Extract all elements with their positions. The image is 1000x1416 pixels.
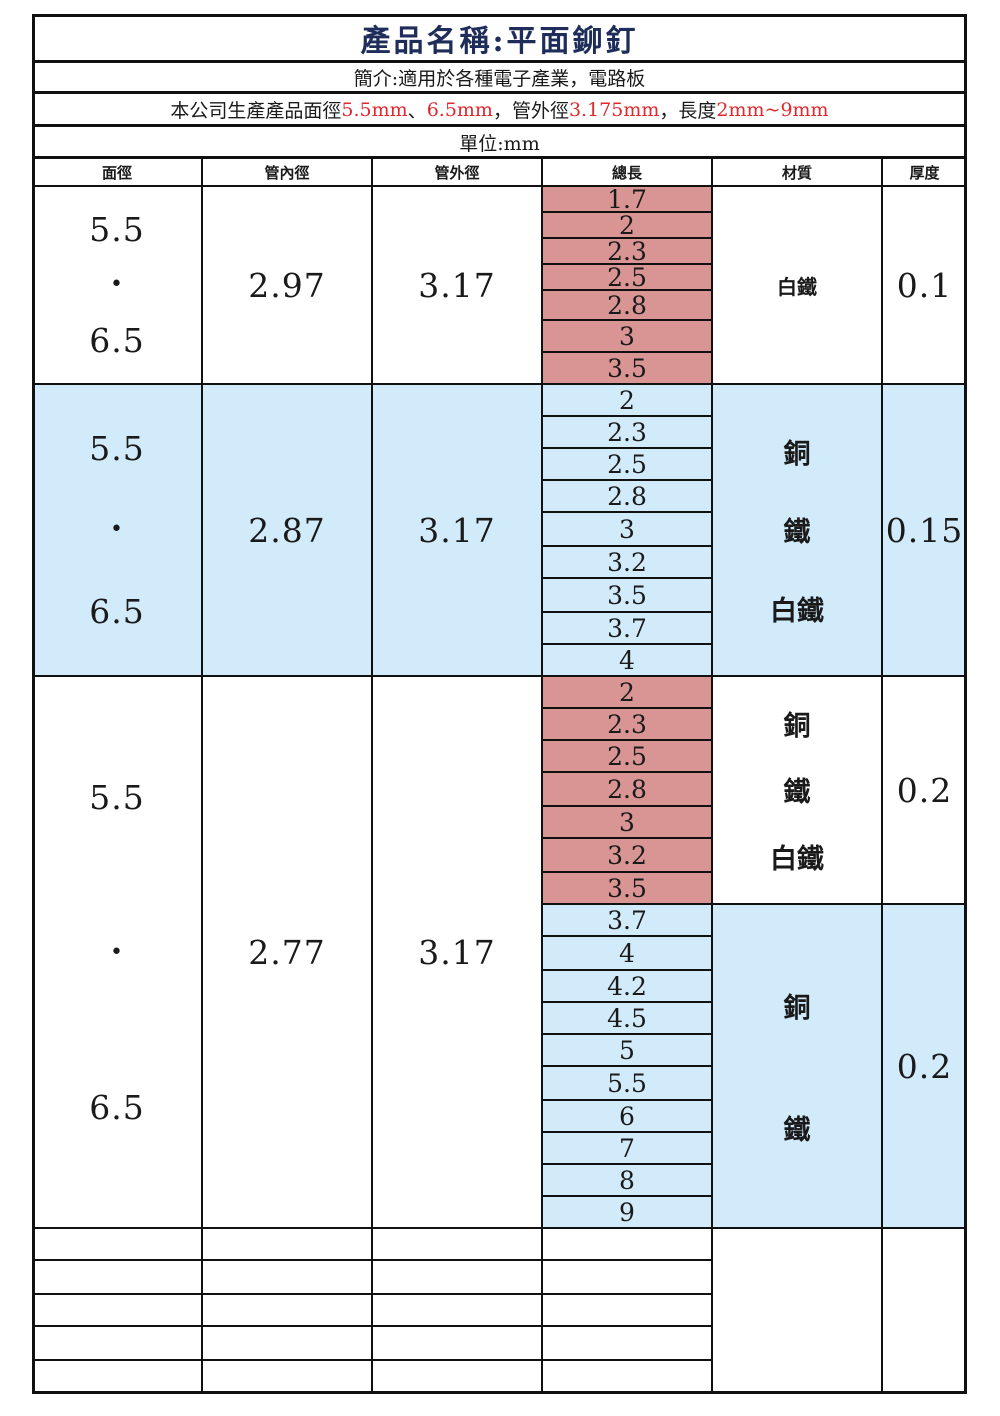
length-cell: 3.2 [542,838,712,872]
material-line: 鐵 [783,1114,811,1146]
column-header-length: 總長 [611,164,642,182]
material-line: 白鐵 [770,596,824,628]
spec-text-3: ，長度 [659,100,717,122]
face-value: 5.5 [89,777,145,817]
length-cell: 3.5 [542,578,712,612]
group-1-outer-diameter: 3.17 [418,265,496,305]
material-line: 鐵 [783,517,811,549]
face-dot: • [110,517,124,543]
group-1-inner-diameter: 2.97 [248,265,326,305]
length-cell: 2.5 [542,264,712,290]
length-cell: 9 [542,1196,712,1228]
face-value: 6.5 [89,592,145,632]
column-header-thickness: 厚度 [909,164,940,182]
group-3a-material: 銅 鐵 白鐵 [712,676,882,904]
spec-value-face-2: 6.5mm [426,98,493,121]
length-cell: 3.2 [542,546,712,578]
group-1-material: 白鐵 [777,274,817,299]
length-cell: 4 [542,936,712,970]
material-line: 銅 [783,710,811,742]
face-dot: • [110,939,124,965]
group-3-outer-diameter: 3.17 [418,932,496,972]
length-cell: 3 [542,320,712,352]
spec-line: 本公司生產產品面徑 5.5mm、 6.5mm ，管外徑 3.175mm ，長度 2mm~9m… [32,94,967,125]
spec-text-1: 本公司生產產品面徑 [170,100,342,122]
material-line: 銅 [783,438,811,470]
length-cell: 4 [542,644,712,676]
group-1-face-cell: 5.5 • 6.5 [32,186,202,384]
group-3b-material: 銅 鐵 [712,904,882,1228]
spec-value-face-1: 5.5mm [341,98,408,121]
group-2-material: 銅 鐵 白鐵 [712,384,882,676]
spec-value-outer: 3.175mm [568,98,660,121]
length-cell: 3.7 [542,904,712,936]
face-value: 6.5 [89,1087,145,1127]
group-3-face-cell: 5.5 • 6.5 [32,676,202,1228]
face-value: 5.5 [89,428,145,468]
material-line: 銅 [783,992,811,1024]
group-2-outer-diameter: 3.17 [372,384,542,676]
unit-line: 單位:mm [459,132,540,155]
group-3a-thickness: 0.2 [896,770,953,810]
spec-text-2: ，管外徑 [492,100,569,122]
spec-sheet: 產品名稱:平面鉚釘 簡介:適用於各種電子產業，電路板 本公司生產產品面徑 5.5m… [32,14,967,1394]
group-2-face-cell: 5.5 • 6.5 [32,384,202,676]
length-cell: 2.3 [542,708,712,740]
length-cell: 2.8 [542,480,712,512]
material-line: 白鐵 [770,844,824,876]
length-cell: 2.8 [542,772,712,806]
length-cell: 3 [542,806,712,838]
group-3-inner-diameter: 2.77 [248,932,326,972]
spec-value-length: 2mm~9mm [716,98,829,121]
length-cell: 2 [542,384,712,416]
spec-separator: 、 [407,100,427,122]
length-cell: 8 [542,1164,712,1196]
length-cell: 3.5 [542,352,712,384]
length-cell: 4.5 [542,1002,712,1034]
material-line: 鐵 [783,777,811,809]
length-cell: 3 [542,512,712,546]
column-header-material: 材質 [781,164,812,182]
group-2-thickness: 0.15 [882,384,967,676]
length-cell: 6 [542,1100,712,1132]
length-cell: 2 [542,676,712,708]
column-header-inner: 管內徑 [264,164,310,182]
column-header-outer: 管外徑 [434,164,480,182]
length-cell: 7 [542,1132,712,1164]
length-cell: 2.3 [542,238,712,264]
group-1-thickness: 0.1 [896,265,953,305]
length-cell: 2 [542,212,712,238]
length-cell: 2.3 [542,416,712,448]
product-title: 產品名稱:平面鉚釘 [360,23,639,59]
column-header-face: 面徑 [101,164,132,182]
face-dot: • [110,272,124,298]
length-cell: 5.5 [542,1066,712,1100]
face-value: 5.5 [89,209,145,249]
length-cell: 1.7 [542,186,712,212]
length-cell: 2.5 [542,448,712,480]
length-cell: 3.7 [542,612,712,644]
length-cell: 4.2 [542,970,712,1002]
length-cell: 2.8 [542,290,712,320]
length-cell: 2.5 [542,740,712,772]
length-cell: 3.5 [542,872,712,904]
intro-line: 簡介:適用於各種電子產業，電路板 [353,68,646,90]
group-3b-thickness: 0.2 [882,904,967,1228]
length-cell: 5 [542,1034,712,1066]
face-value: 6.5 [89,321,145,361]
group-2-inner-diameter: 2.87 [202,384,372,676]
